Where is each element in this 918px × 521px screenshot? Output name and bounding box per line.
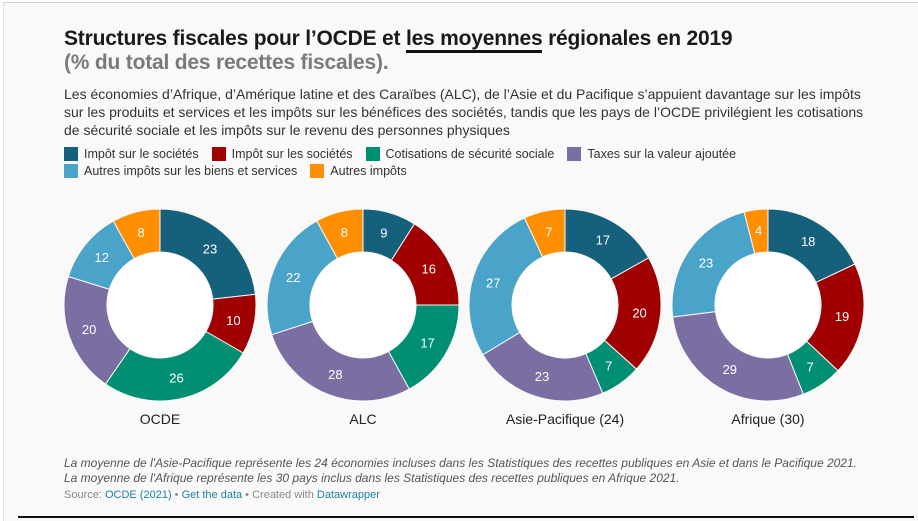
segment-value-label: 7 <box>605 358 612 373</box>
bottom-rule <box>18 516 914 518</box>
source-prefix: Source: <box>64 489 105 501</box>
legend-label: Cotisations de sécurité sociale <box>385 147 555 161</box>
title-text: Structures fiscales pour l’OCDE et <box>64 27 406 50</box>
segment-value-label: 17 <box>596 233 610 248</box>
segment-value-label: 7 <box>807 360 814 375</box>
legend-label: Impôt sur le sociétés <box>84 147 199 161</box>
segment-value-label: 26 <box>169 371 183 386</box>
segment-value-label: 8 <box>341 225 348 240</box>
segment-value-label: 18 <box>801 234 815 249</box>
legend-item: Impôt sur les sociétés <box>211 146 353 162</box>
donut-segment <box>743 208 769 255</box>
donut-hole <box>107 252 213 358</box>
get-the-data-link[interactable]: Get the data <box>181 489 243 501</box>
legend-swatch <box>567 147 582 161</box>
segment-value-label: 7 <box>545 224 552 239</box>
donut-hole <box>512 252 618 358</box>
donut-segment <box>271 320 410 402</box>
donut-segment <box>316 208 364 260</box>
segment-value-label: 8 <box>138 225 145 240</box>
legend-row-1: Impôt sur le sociétés Impôt sur les soci… <box>64 146 864 162</box>
segment-value-label: 22 <box>286 270 300 285</box>
segment-value-label: 4 <box>755 223 762 238</box>
segment-value-label: 20 <box>82 322 96 337</box>
legend-item: Autres impôts sur les biens et services <box>64 163 297 179</box>
chart-subtitle: (% du total des recettes fiscales). <box>64 51 389 74</box>
segment-value-label: 17 <box>420 336 434 351</box>
title-text-end: régionales en 2019 <box>542 27 733 50</box>
segment-value-label: 23 <box>203 242 217 257</box>
donut-ocde: 23 10 26 20 12 8 OCDE <box>63 208 257 427</box>
source-created-with: • Created with <box>242 489 317 501</box>
source-separator: • <box>171 489 182 501</box>
donut-title: Afrique (30) <box>731 411 804 427</box>
segment-value-label: 27 <box>486 276 500 291</box>
chart-title: Structures fiscales pour l’OCDE et les m… <box>64 27 733 53</box>
segment-value-label: 12 <box>95 250 109 265</box>
legend-swatch <box>64 147 78 161</box>
donut-title: OCDE <box>140 411 180 427</box>
chart-notes: La moyenne de l'Asie-Pacifique représent… <box>64 456 857 485</box>
segment-value-label: 23 <box>535 369 549 384</box>
donut-segment <box>672 311 804 402</box>
legend-item: Impôt sur le sociétés <box>64 146 199 162</box>
legend-label: Autres impôts <box>330 164 407 178</box>
donut-segment <box>159 208 256 300</box>
donut-segment <box>112 208 161 260</box>
source-line: Source: OCDE (2021) • Get the data • Cre… <box>64 489 380 501</box>
donut-title: ALC <box>349 411 376 427</box>
segment-value-label: 23 <box>699 255 713 270</box>
legend-swatch <box>64 164 78 178</box>
donut-segment <box>523 208 566 258</box>
donut-segment <box>468 217 544 356</box>
donut-hole <box>715 252 821 358</box>
segment-value-label: 19 <box>835 309 849 324</box>
legend-label: Autres impôts sur les biens et services <box>84 164 298 178</box>
donut-hole <box>310 252 416 358</box>
segment-value-label: 28 <box>328 367 342 382</box>
segment-value-label: 10 <box>226 313 240 328</box>
donut-alc: 9 16 17 28 22 8 ALC <box>266 208 460 427</box>
chart-description: Les économies d’Afrique, d’Amérique lati… <box>64 86 864 138</box>
title-underlined-text: les moyennes <box>405 27 543 53</box>
donut-segment <box>104 330 244 402</box>
legend-row-2: Autres impôts sur les biens et services … <box>64 163 864 179</box>
segment-value-label: 9 <box>380 225 387 240</box>
datawrapper-link[interactable]: Datawrapper <box>316 489 380 501</box>
legend-swatch <box>365 147 380 161</box>
legend-label: Impôt sur les sociétés <box>231 147 353 161</box>
segment-value-label: 29 <box>723 362 737 377</box>
donut-afrique-30: 18 19 7 29 23 4 Afrique (30) <box>671 208 865 427</box>
segment-value-label: 16 <box>421 261 435 276</box>
segment-value-label: 20 <box>632 306 646 321</box>
legend-item: Taxes sur la valeur ajoutée <box>567 146 736 162</box>
source-link[interactable]: OCDE (2021) <box>104 489 172 501</box>
legend: Impôt sur le sociétés Impôt sur les soci… <box>64 146 864 180</box>
legend-swatch <box>310 164 325 178</box>
legend-swatch <box>211 147 226 161</box>
legend-item: Cotisations de sécurité sociale <box>365 146 555 162</box>
legend-label: Taxes sur la valeur ajoutée <box>587 147 737 161</box>
donut-title: Asie-Pacifique (24) <box>506 411 624 427</box>
legend-item: Autres impôts <box>310 163 407 179</box>
donut-asie-pacifique-24: 17 20 7 23 27 7 Asie-Pacifique (24) <box>468 208 662 427</box>
